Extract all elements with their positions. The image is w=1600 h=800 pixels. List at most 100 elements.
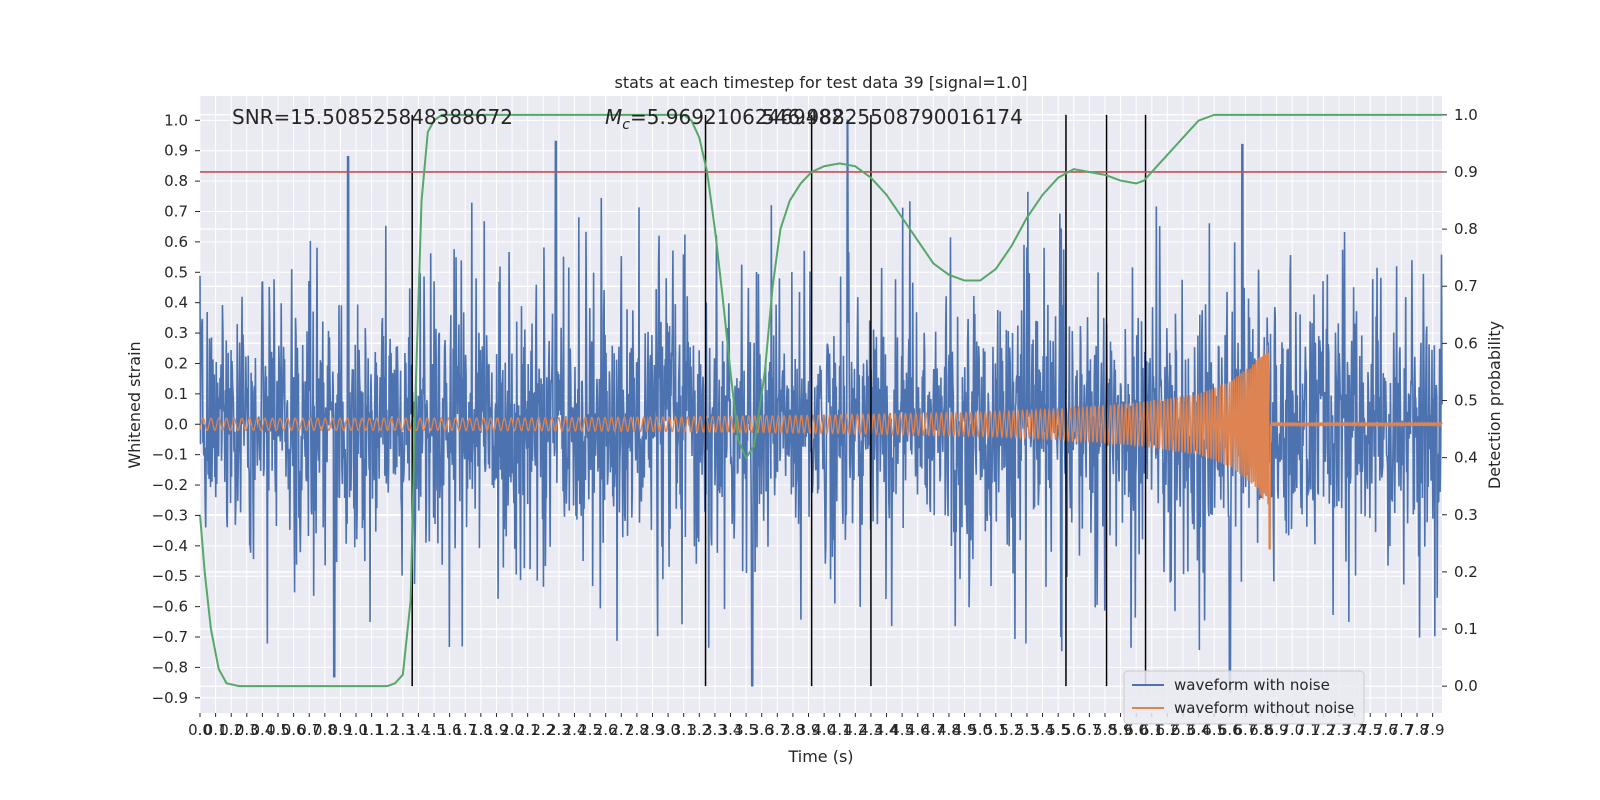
- x-tick-label: 3.2: [687, 721, 711, 739]
- y-tick-label-right: 0.8: [1454, 220, 1478, 238]
- y-axis-label-right: Detection probability: [1485, 321, 1504, 489]
- y-tick-label-left: 0.2: [164, 354, 188, 372]
- x-tick-label: 2.6: [594, 721, 618, 739]
- y-tick-label-right: 0.4: [1454, 449, 1478, 467]
- y-tick-label-right: 0.2: [1454, 563, 1478, 581]
- chart-title: stats at each timestep for test data 39 …: [615, 73, 1028, 92]
- x-tick-label: 3.4: [719, 721, 743, 739]
- x-tick-label: 0.2: [219, 721, 243, 739]
- x-tick-label: 2.2: [531, 721, 555, 739]
- x-tick-label: 1.8: [469, 721, 493, 739]
- x-tick-label: 0.0: [188, 721, 212, 739]
- y-tick-label-left: 0.5: [164, 263, 188, 281]
- mc-symbol: M: [605, 105, 622, 129]
- y-tick-label-right: 0.7: [1454, 277, 1478, 295]
- legend-label-clean: waveform without noise: [1174, 699, 1354, 717]
- x-tick-label: 5.6: [1062, 721, 1086, 739]
- x-tick-label: 5.4: [1031, 721, 1055, 739]
- x-tick-label: 5.1: [984, 721, 1008, 739]
- x-tick-label: 7.6: [1374, 721, 1398, 739]
- x-tick-label: 7.1: [1296, 721, 1320, 739]
- x-tick-label: 4.3: [859, 721, 883, 739]
- series-waveform-without-noise: [199, 345, 1443, 550]
- x-tick-label: 4.9: [953, 721, 977, 739]
- y-tick-label-left: −0.3: [152, 506, 188, 524]
- x-tick-label: 3.1: [672, 721, 696, 739]
- x-tick-label: 4.2: [843, 721, 867, 739]
- x-tick-label: 7.9: [1421, 721, 1445, 739]
- mc-overlap-annotation: 546.98825508790016174: [762, 105, 1023, 129]
- x-tick-label: 7.8: [1405, 721, 1429, 739]
- x-tick-label: 4.7: [921, 721, 945, 739]
- y-tick-label-left: 0.1: [164, 385, 188, 403]
- y-tick-label-left: 0.3: [164, 324, 188, 342]
- x-tick-label: 1.0: [344, 721, 368, 739]
- x-tick-label: 2.0: [500, 721, 524, 739]
- x-tick-label: 0.4: [250, 721, 274, 739]
- x-tick-label: 0.3: [235, 721, 259, 739]
- x-tick-label: 0.6: [282, 721, 306, 739]
- x-tick-label: 6.8: [1249, 721, 1273, 739]
- x-tick-label: 0.8: [313, 721, 337, 739]
- x-tick-label: 6.6: [1218, 721, 1242, 739]
- x-tick-label: 6.9: [1265, 721, 1289, 739]
- y-tick-label-left: 0.6: [164, 233, 188, 251]
- snr-annotation: SNR=15.508525848388672: [232, 105, 513, 129]
- x-tick-label: 2.4: [563, 721, 587, 739]
- x-tick-label: 7.4: [1343, 721, 1367, 739]
- y-tick-label-right: 0.0: [1454, 677, 1478, 695]
- legend-box: [1123, 670, 1365, 725]
- x-axis-label: Time (s): [787, 747, 853, 766]
- y-tick-label-left: 0.7: [164, 202, 188, 220]
- x-tick-label: 1.1: [360, 721, 384, 739]
- x-tick-label: 0.5: [266, 721, 290, 739]
- x-tick-label: 0.7: [297, 721, 321, 739]
- x-tick-label: 6.0: [1124, 721, 1148, 739]
- legend: waveform with noise waveform without noi…: [1123, 670, 1365, 725]
- x-tick-label: 7.0: [1280, 721, 1304, 739]
- probability-line: [199, 113, 1442, 688]
- x-tick-label: 3.0: [656, 721, 680, 739]
- clean-line: [199, 345, 1443, 550]
- x-tick-label: 3.3: [703, 721, 727, 739]
- x-tick-label: 2.8: [625, 721, 649, 739]
- x-tick-label: 4.5: [890, 721, 914, 739]
- y-tick-label-right: 1.0: [1454, 106, 1478, 124]
- x-tick-label: 5.9: [1109, 721, 1133, 739]
- x-tick-label: 7.7: [1390, 721, 1414, 739]
- x-tick-label: 5.8: [1093, 721, 1117, 739]
- x-tick-label: 1.7: [453, 721, 477, 739]
- y-tick-label-right: 0.9: [1454, 163, 1478, 181]
- y-axis-label-left: Whitened strain: [125, 341, 144, 468]
- x-tick-label: 6.2: [1155, 721, 1179, 739]
- x-tick-label: 5.2: [999, 721, 1023, 739]
- x-tick-label: 4.6: [906, 721, 930, 739]
- x-tick-label: 3.8: [781, 721, 805, 739]
- y-tick-label-left: 0.8: [164, 172, 188, 190]
- y-tick-label-left: −0.4: [152, 537, 188, 555]
- x-tick-label: 3.6: [750, 721, 774, 739]
- y-tick-label-left: −0.9: [152, 689, 188, 707]
- y-tick-label-left: −0.7: [152, 628, 188, 646]
- y-tick-label-right: 0.5: [1454, 392, 1478, 410]
- x-tick-label: 3.9: [797, 721, 821, 739]
- y-tick-label-left: −0.5: [152, 567, 188, 585]
- x-tick-label: 5.7: [1077, 721, 1101, 739]
- mc-annotation: Mc=5.96921062469482: [605, 105, 844, 133]
- y-tick-label-right: 0.1: [1454, 620, 1478, 638]
- axis-ticks: 0.00.10.20.30.40.50.60.70.80.91.01.11.21…: [152, 106, 1478, 739]
- legend-label-noise: waveform with noise: [1174, 676, 1330, 694]
- annotations: SNR=15.508525848388672 Mc=5.969210624694…: [232, 105, 1023, 133]
- x-tick-label: 1.9: [485, 721, 509, 739]
- y-tick-label-right: 0.6: [1454, 334, 1478, 352]
- y-tick-label-left: 0.9: [164, 142, 188, 160]
- x-tick-label: 1.4: [407, 721, 431, 739]
- x-tick-label: 6.7: [1233, 721, 1257, 739]
- x-tick-label: 6.1: [1140, 721, 1164, 739]
- x-tick-label: 5.3: [1015, 721, 1039, 739]
- x-tick-label: 2.7: [609, 721, 633, 739]
- x-tick-label: 6.3: [1171, 721, 1195, 739]
- y-tick-label-left: −0.2: [152, 476, 188, 494]
- x-tick-label: 0.1: [204, 721, 228, 739]
